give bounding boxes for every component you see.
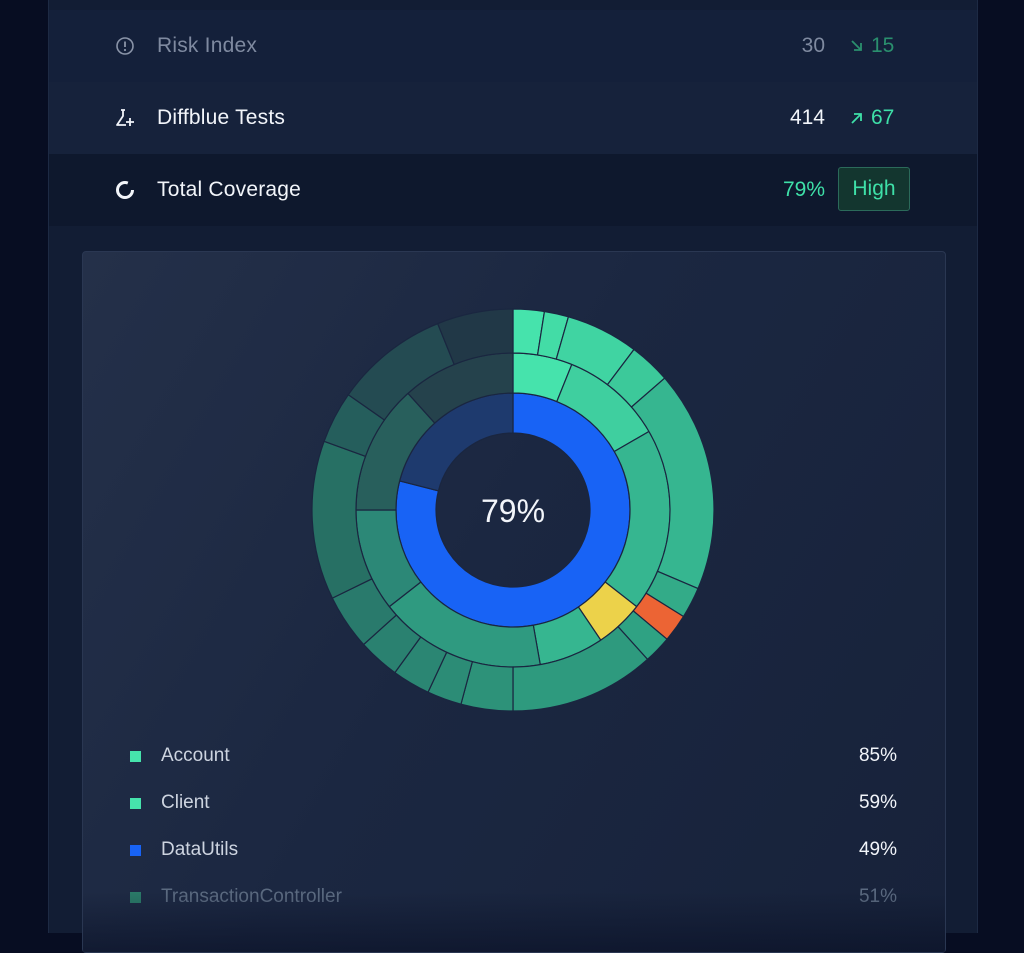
legend-value-client: 59% [858,792,897,813]
total-coverage-row[interactable]: Total Coverage 79% High [49,154,977,226]
risk-index-delta-value: 15 [871,34,895,57]
legend-value-transactioncontroller: 51% [858,886,897,907]
legend-swatch-client [130,797,141,809]
legend-value-account: 85% [858,745,897,766]
coverage-ring-icon [113,178,137,202]
legend-label-client: Client [161,792,210,813]
total-coverage-value: 79% [782,178,825,201]
legend-item-transactioncontroller[interactable]: TransactionController 51% [83,882,945,912]
legend-item-datautils[interactable]: DataUtils 49% [83,835,945,865]
diffblue-tests-delta-value: 67 [871,106,895,129]
risk-index-value: 30 [801,34,825,57]
coverage-level-badge: High [838,167,910,211]
coverage-panel: Risk Index 30 15 Diffblue Tests 414 67 T… [48,0,978,953]
legend-item-client[interactable]: Client 59% [83,788,945,818]
diffblue-tests-row[interactable]: Diffblue Tests 414 67 [49,82,977,154]
legend-swatch-transactioncontroller [130,891,141,903]
legend-label-datautils: DataUtils [161,839,239,860]
arrow-down-right-icon [851,40,862,51]
coverage-chart-card: 79% Account 85% Client 59% DataUtils 49%… [82,251,946,953]
diffblue-tests-delta: 67 [849,106,894,130]
legend-swatch-datautils [130,844,141,856]
risk-index-delta: 15 [849,34,894,58]
diffblue-tests-value: 414 [789,106,825,129]
legend-swatch-account [130,750,141,762]
center-coverage-label: 79% [481,493,545,529]
legend-label-account: Account [161,745,230,766]
legend-value-datautils: 49% [858,839,897,860]
coverage-sunburst-chart: 79% [311,308,715,712]
legend-item-account[interactable]: Account 85% [83,741,945,771]
legend-label-transactioncontroller: TransactionController [161,886,342,907]
flask-plus-icon [113,106,137,130]
alert-circle-icon [113,34,137,58]
risk-index-row[interactable]: Risk Index 30 15 [49,10,977,82]
arrow-up-right-icon [851,113,862,124]
diffblue-tests-label: Diffblue Tests [157,106,286,129]
outer-ring-segment-18[interactable] [436,308,514,366]
total-coverage-label: Total Coverage [157,178,302,201]
risk-index-label: Risk Index [157,34,258,57]
